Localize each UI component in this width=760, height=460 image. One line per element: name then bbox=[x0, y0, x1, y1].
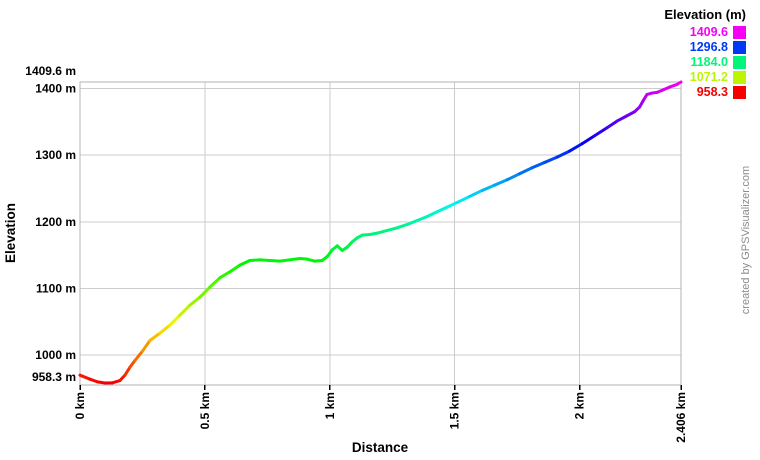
watermark-text: created by GPSVisualizer.com bbox=[740, 166, 752, 314]
profile-line-segment bbox=[158, 323, 172, 335]
legend-value: 1296.8 bbox=[689, 40, 728, 54]
y-tick-label: 958.3 m bbox=[32, 370, 76, 384]
legend-value: 1409.6 bbox=[689, 25, 728, 39]
profile-line-segment bbox=[580, 134, 597, 146]
legend-row: 1071.2 bbox=[690, 70, 746, 85]
legend-row: 1184.0 bbox=[690, 55, 746, 70]
y-tick-label: 1409.6 m bbox=[25, 64, 76, 78]
grid-layer bbox=[80, 82, 681, 385]
profile-line-segment bbox=[568, 142, 584, 153]
y-tick-label: 1400 m bbox=[35, 81, 76, 95]
profile-line-segment bbox=[638, 96, 647, 109]
legend-row: 1409.6 bbox=[690, 25, 746, 40]
elevation-profile-line bbox=[78, 80, 683, 385]
profile-line-segment bbox=[258, 258, 272, 262]
profile-line-segment bbox=[218, 270, 232, 280]
profile-line-segment bbox=[493, 178, 509, 187]
x-tick-label: 1 km bbox=[323, 392, 337, 419]
legend-value: 1184.0 bbox=[690, 55, 728, 69]
x-tick-label: 2.406 km bbox=[674, 392, 688, 443]
x-tick-label: 2 km bbox=[573, 392, 587, 419]
legend-value: 958.3 bbox=[696, 85, 728, 99]
legend-swatch bbox=[733, 26, 746, 39]
profile-line-segment bbox=[168, 313, 182, 327]
profile-line-segment bbox=[278, 258, 292, 263]
legend-value: 1071.2 bbox=[689, 70, 728, 84]
profile-line-segment bbox=[268, 258, 282, 263]
profile-line-segment bbox=[228, 263, 242, 274]
y-tick-label: 1300 m bbox=[35, 148, 76, 162]
x-tick-label: 0 km bbox=[73, 392, 87, 419]
legend-swatch bbox=[733, 56, 746, 69]
legend-swatch bbox=[733, 86, 746, 99]
legend: Elevation (m) 1409.6 1296.8 1184.0 1071.… bbox=[664, 7, 746, 100]
profile-line-segment bbox=[615, 114, 629, 123]
legend-title: Elevation (m) bbox=[664, 7, 746, 22]
profile-line-segment bbox=[288, 256, 302, 262]
profile-line-segment bbox=[123, 365, 132, 377]
profile-line-segment bbox=[468, 188, 484, 198]
profile-line-segment bbox=[445, 200, 459, 209]
y-tick-label: 1100 m bbox=[36, 281, 76, 295]
profile-line-segment bbox=[140, 339, 152, 353]
profile-line-segment bbox=[385, 226, 399, 232]
profile-line-segment bbox=[395, 222, 409, 230]
legend-swatch bbox=[733, 41, 746, 54]
legend-row: 958.3 bbox=[697, 85, 746, 100]
profile-line-segment bbox=[133, 349, 144, 363]
profile-line-segment bbox=[148, 331, 162, 343]
profile-line-segment bbox=[78, 373, 92, 381]
profile-line-segment bbox=[555, 149, 572, 159]
x-tick-label: 1.5 km bbox=[448, 392, 462, 429]
legend-row: 1296.8 bbox=[690, 40, 746, 55]
x-axis-title: Distance bbox=[352, 440, 409, 455]
profile-line-segment bbox=[593, 126, 609, 138]
profile-line-segment bbox=[375, 228, 389, 235]
x-tick-label: 0.5 km bbox=[198, 392, 212, 429]
y-axis-title: Elevation bbox=[3, 203, 18, 263]
profile-line-segment bbox=[455, 194, 472, 204]
profile-line-segment bbox=[480, 183, 497, 192]
profile-line-segment bbox=[505, 172, 522, 182]
legend-swatch bbox=[733, 71, 746, 84]
profile-line-segment bbox=[208, 276, 222, 289]
profile-line-segment bbox=[518, 166, 534, 176]
profile-line-segment bbox=[405, 218, 419, 226]
plot-frame bbox=[79, 81, 682, 386]
profile-line-segment bbox=[605, 119, 619, 130]
profile-line-segment bbox=[543, 155, 559, 164]
frame-layer bbox=[79, 81, 682, 390]
tick-label-layer: 958.3 m 1000 m 1100 m 1200 m 1300 m 1400 m 140… bbox=[25, 64, 688, 443]
y-tick-label: 1000 m bbox=[35, 348, 76, 362]
profile-line-segment bbox=[238, 258, 252, 267]
profile-line-segment bbox=[415, 214, 429, 222]
profile-line-segment bbox=[530, 160, 547, 170]
y-tick-label: 1200 m bbox=[35, 215, 76, 229]
profile-line-segment bbox=[425, 210, 439, 218]
profile-line-segment bbox=[198, 285, 212, 299]
profile-line-segment bbox=[248, 258, 262, 262]
profile-line-segment bbox=[178, 303, 192, 317]
profile-line-segment bbox=[435, 205, 449, 214]
profile-line-segment bbox=[188, 295, 202, 307]
profile-line-segment bbox=[675, 80, 683, 86]
